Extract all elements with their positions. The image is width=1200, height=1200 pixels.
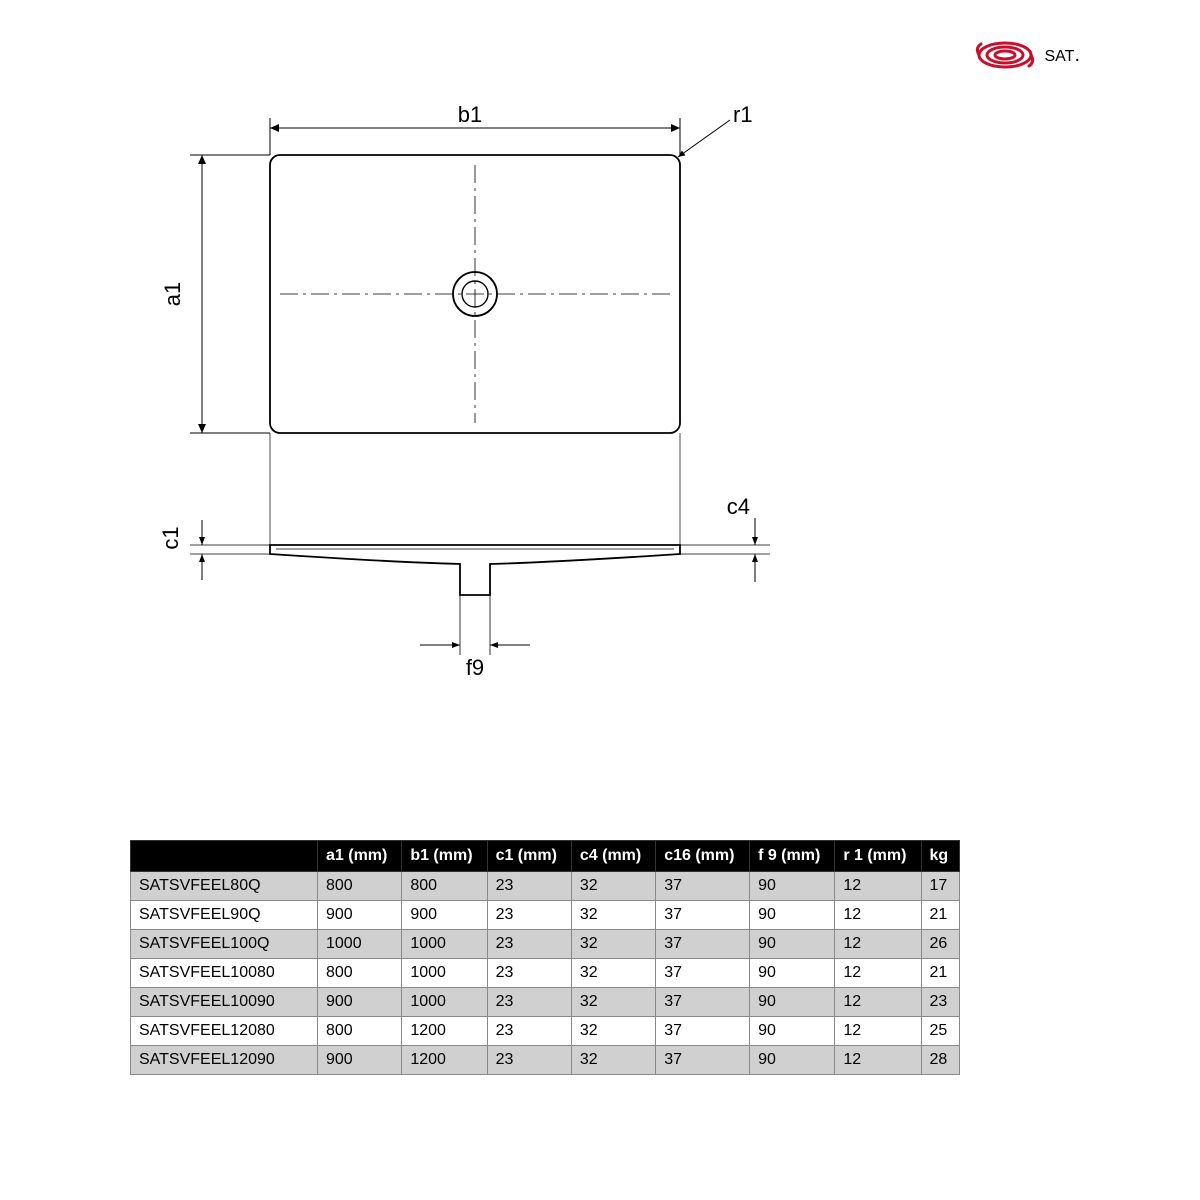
table-row: SATSVFEEL120808001200233237901225 bbox=[131, 1017, 960, 1046]
cell-value: 23 bbox=[487, 872, 571, 901]
cell-value: 1000 bbox=[318, 930, 402, 959]
cell-value: 23 bbox=[921, 988, 959, 1017]
dimensions-table: a1 (mm) b1 (mm) c1 (mm) c4 (mm) c16 (mm)… bbox=[130, 840, 960, 1075]
cell-value: 17 bbox=[921, 872, 959, 901]
col-b1: b1 (mm) bbox=[402, 841, 487, 872]
cell-model: SATSVFEEL12090 bbox=[131, 1046, 318, 1075]
table-header-row: a1 (mm) b1 (mm) c1 (mm) c4 (mm) c16 (mm)… bbox=[131, 841, 960, 872]
cell-model: SATSVFEEL12080 bbox=[131, 1017, 318, 1046]
logo-text: SAT. bbox=[1045, 44, 1081, 67]
label-r1: r1 bbox=[733, 102, 753, 127]
cell-value: 23 bbox=[487, 930, 571, 959]
table-row: SATSVFEEL120909001200233237901228 bbox=[131, 1046, 960, 1075]
cell-value: 90 bbox=[750, 872, 835, 901]
cell-value: 900 bbox=[318, 988, 402, 1017]
cell-value: 12 bbox=[835, 988, 921, 1017]
cell-value: 37 bbox=[656, 1046, 750, 1075]
cell-value: 90 bbox=[750, 959, 835, 988]
cell-value: 32 bbox=[571, 1046, 655, 1075]
cell-value: 26 bbox=[921, 930, 959, 959]
brand-logo: SAT. bbox=[975, 30, 1081, 80]
cell-value: 900 bbox=[318, 1046, 402, 1075]
cell-value: 37 bbox=[656, 988, 750, 1017]
cell-model: SATSVFEEL90Q bbox=[131, 901, 318, 930]
cell-model: SATSVFEEL10080 bbox=[131, 959, 318, 988]
cell-value: 1000 bbox=[402, 988, 487, 1017]
cell-value: 23 bbox=[487, 1017, 571, 1046]
table-row: SATSVFEEL80Q800800233237901217 bbox=[131, 872, 960, 901]
col-kg: kg bbox=[921, 841, 959, 872]
cell-value: 37 bbox=[656, 959, 750, 988]
cell-value: 1200 bbox=[402, 1046, 487, 1075]
table-row: SATSVFEEL90Q900900233237901221 bbox=[131, 901, 960, 930]
col-a1: a1 (mm) bbox=[318, 841, 402, 872]
cell-value: 37 bbox=[656, 1017, 750, 1046]
cell-value: 23 bbox=[487, 901, 571, 930]
cell-value: 90 bbox=[750, 1046, 835, 1075]
label-b1: b1 bbox=[458, 102, 482, 127]
cell-value: 12 bbox=[835, 1017, 921, 1046]
cell-value: 25 bbox=[921, 1017, 959, 1046]
cell-value: 800 bbox=[402, 872, 487, 901]
cell-value: 800 bbox=[318, 959, 402, 988]
cell-value: 12 bbox=[835, 872, 921, 901]
technical-diagram: b1 a1 r1 c1 c4 f9 bbox=[130, 100, 930, 700]
cell-value: 32 bbox=[571, 930, 655, 959]
table-row: SATSVFEEL100808001000233237901221 bbox=[131, 959, 960, 988]
cell-value: 28 bbox=[921, 1046, 959, 1075]
cell-value: 90 bbox=[750, 901, 835, 930]
col-c4: c4 (mm) bbox=[571, 841, 655, 872]
cell-model: SATSVFEEL10090 bbox=[131, 988, 318, 1017]
cell-value: 12 bbox=[835, 959, 921, 988]
col-f9: f 9 (mm) bbox=[750, 841, 835, 872]
col-model bbox=[131, 841, 318, 872]
cell-value: 90 bbox=[750, 1017, 835, 1046]
cell-value: 1200 bbox=[402, 1017, 487, 1046]
cell-value: 37 bbox=[656, 872, 750, 901]
cell-value: 32 bbox=[571, 1017, 655, 1046]
cell-value: 32 bbox=[571, 959, 655, 988]
cell-value: 90 bbox=[750, 930, 835, 959]
cell-value: 21 bbox=[921, 901, 959, 930]
cell-value: 23 bbox=[487, 959, 571, 988]
cell-value: 90 bbox=[750, 988, 835, 1017]
cell-value: 800 bbox=[318, 872, 402, 901]
cell-value: 23 bbox=[487, 1046, 571, 1075]
label-c1: c1 bbox=[158, 526, 183, 549]
cell-value: 37 bbox=[656, 930, 750, 959]
cell-value: 800 bbox=[318, 1017, 402, 1046]
cell-model: SATSVFEEL80Q bbox=[131, 872, 318, 901]
cell-value: 1000 bbox=[402, 930, 487, 959]
logo-swirl-icon bbox=[975, 30, 1035, 80]
cell-value: 23 bbox=[487, 988, 571, 1017]
cell-value: 900 bbox=[318, 901, 402, 930]
cell-value: 32 bbox=[571, 872, 655, 901]
label-f9: f9 bbox=[466, 655, 484, 680]
cell-model: SATSVFEEL100Q bbox=[131, 930, 318, 959]
col-c1: c1 (mm) bbox=[487, 841, 571, 872]
cell-value: 32 bbox=[571, 901, 655, 930]
cell-value: 37 bbox=[656, 901, 750, 930]
cell-value: 12 bbox=[835, 901, 921, 930]
label-a1: a1 bbox=[160, 282, 185, 306]
cell-value: 21 bbox=[921, 959, 959, 988]
table-row: SATSVFEEL100909001000233237901223 bbox=[131, 988, 960, 1017]
col-c16: c16 (mm) bbox=[656, 841, 750, 872]
cell-value: 32 bbox=[571, 988, 655, 1017]
cell-value: 900 bbox=[402, 901, 487, 930]
cell-value: 12 bbox=[835, 1046, 921, 1075]
table-row: SATSVFEEL100Q10001000233237901226 bbox=[131, 930, 960, 959]
label-c4: c4 bbox=[727, 494, 750, 519]
cell-value: 12 bbox=[835, 930, 921, 959]
col-r1: r 1 (mm) bbox=[835, 841, 921, 872]
cell-value: 1000 bbox=[402, 959, 487, 988]
